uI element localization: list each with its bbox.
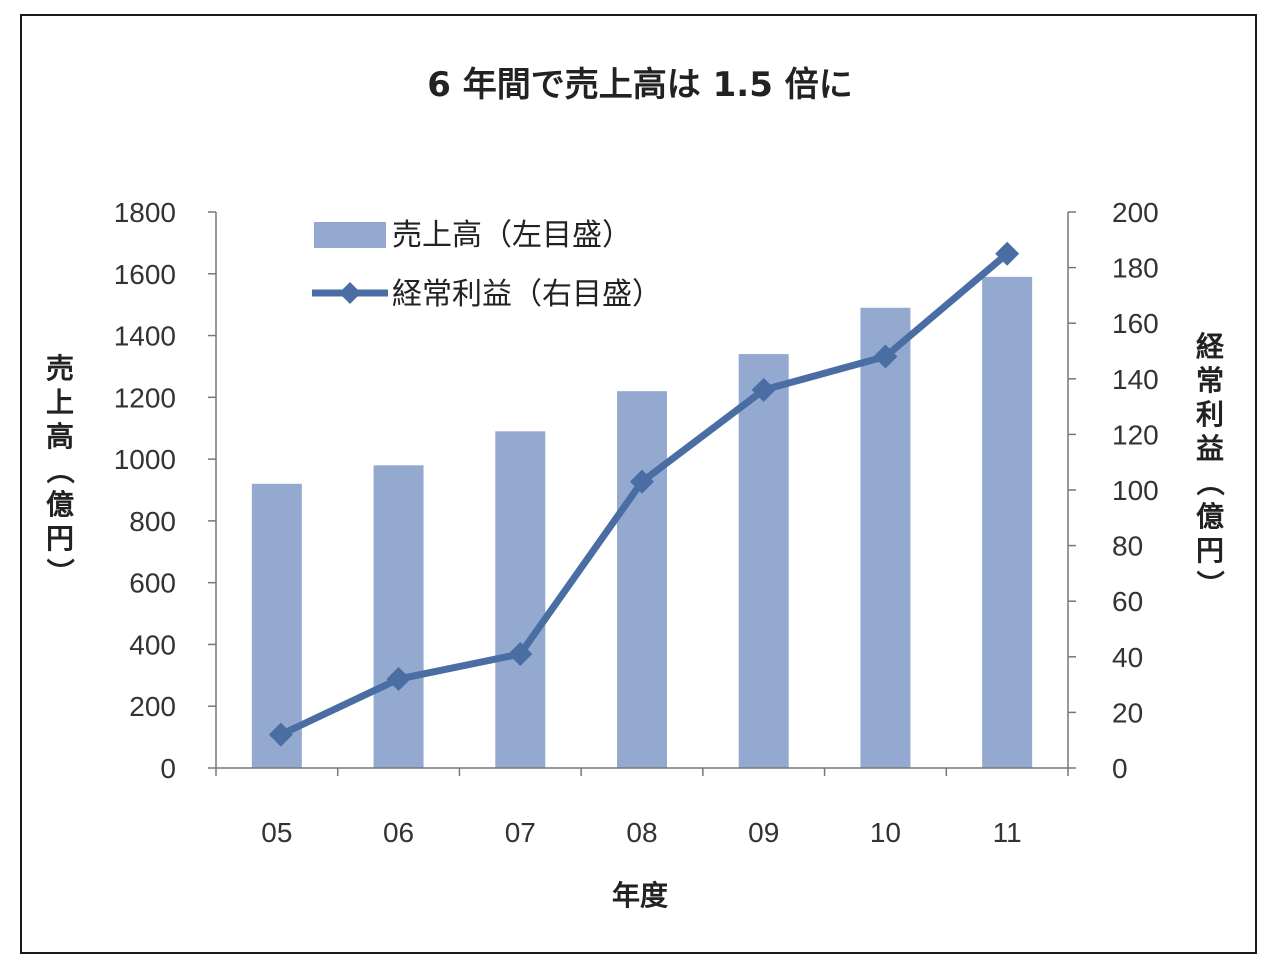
bar-sales-10 [860, 307, 911, 768]
axis-title-char: 売 [46, 352, 74, 385]
bar-sales-11 [982, 276, 1033, 768]
axis-title-char: 円 [1196, 534, 1224, 567]
axis-title-char: ） [1193, 570, 1226, 598]
y-left-tick-label: 0 [160, 753, 176, 784]
x-tick-label: 11 [993, 817, 1022, 848]
y-axis-right-title: 経常利益 （ 億円 ） [1193, 330, 1226, 598]
y-right-tick-label: 60 [1112, 586, 1143, 617]
x-tick-label: 10 [870, 817, 901, 848]
x-tick-label: 07 [505, 817, 536, 848]
y-left-tick-label: 1000 [114, 444, 176, 475]
y-right-tick-label: 20 [1112, 697, 1143, 728]
x-tick-label: 05 [261, 817, 292, 848]
point-profit-06 [386, 667, 411, 692]
point-profit-11 [995, 241, 1020, 266]
y-right-tick-label: 0 [1112, 753, 1128, 784]
axis-title-char: 益 [1196, 432, 1224, 465]
y-left-tick-label: 200 [129, 691, 176, 722]
y-left-tick-label: 400 [129, 629, 176, 660]
point-profit-10 [873, 344, 898, 369]
axis-title-char: （ [43, 456, 76, 484]
y-left-tick-label: 1400 [114, 321, 176, 352]
point-profit-07 [508, 642, 533, 667]
y-right-tick-label: 160 [1112, 308, 1159, 339]
y-right-tick-label: 140 [1112, 364, 1159, 395]
bar-sales-08 [617, 391, 667, 768]
y-left-tick-label: 800 [129, 506, 176, 537]
legend-label-sales: 売上高（左目盛） [392, 218, 632, 253]
point-profit-05 [268, 722, 293, 747]
axis-title-char: 上 [46, 386, 74, 419]
legend-label-profit: 経常利益（右目盛） [392, 277, 662, 312]
x-tick-label: 09 [748, 817, 779, 848]
axis-title-char: 円 [46, 522, 74, 555]
axis-title-char: 億 [1196, 500, 1224, 533]
y-left-tick-label: 600 [129, 568, 176, 599]
legend: 売上高（左目盛） 経常利益（右目盛） [312, 218, 662, 312]
y-right-tick-label: 180 [1112, 253, 1159, 284]
axis-title-char: 利 [1196, 398, 1224, 431]
x-tick-label: 06 [383, 817, 414, 848]
y-right-tick-label: 40 [1112, 642, 1143, 673]
axis-title-char: ） [43, 558, 76, 586]
x-axis-title: 年度 [612, 879, 668, 912]
point-profit-09 [751, 377, 776, 402]
y-right-tick-label: 100 [1112, 475, 1159, 506]
y-axis-left-title: 売上高 （ 億円 ） [43, 352, 76, 586]
bar-sales-06 [373, 465, 424, 768]
axis-title-char: 高 [46, 420, 74, 453]
legend-swatch-marker [339, 282, 361, 304]
legend-swatch-bar [314, 222, 386, 248]
axis-title-char: （ [1193, 468, 1226, 496]
chart-title: 6 年間で売上高は 1.5 倍に [427, 65, 852, 105]
bar-sales-05 [251, 483, 302, 768]
point-profit-08 [630, 469, 654, 494]
axis-title-char: 常 [1196, 364, 1224, 397]
y-left-tick-label: 1800 [114, 197, 176, 228]
y-left-tick-label: 1200 [114, 382, 176, 413]
bar-sales-07 [495, 431, 546, 768]
axis-title-char: 億 [46, 488, 74, 521]
x-tick-label: 08 [626, 817, 657, 848]
y-right-tick-label: 200 [1112, 197, 1159, 228]
bar-sales-09 [738, 354, 789, 768]
axis-title-char: 経 [1196, 330, 1225, 363]
y-left-tick-label: 1600 [114, 259, 176, 290]
y-right-tick-label: 80 [1112, 531, 1143, 562]
y-right-tick-label: 120 [1112, 419, 1159, 450]
